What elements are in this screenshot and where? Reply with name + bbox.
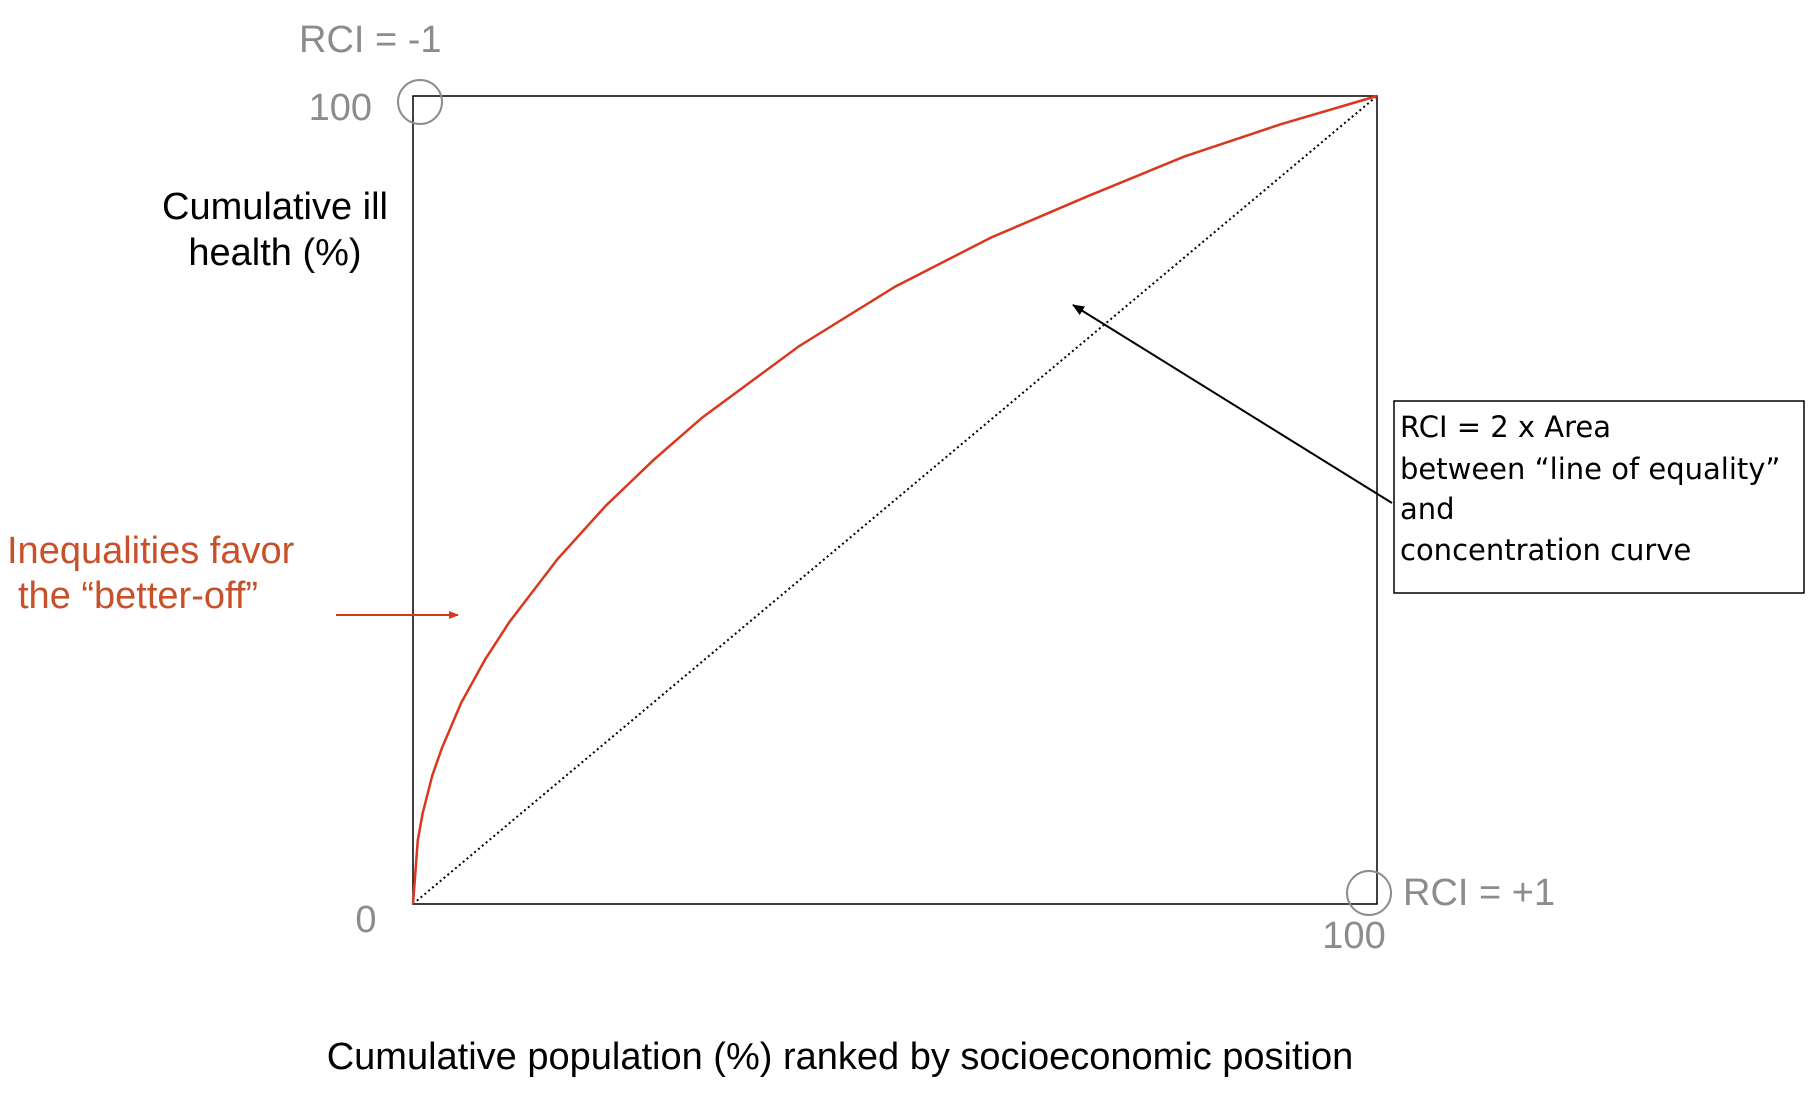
y-tick-max: 100 — [309, 87, 372, 129]
rci-plus-one-label: RCI = +1 — [1403, 872, 1555, 914]
plot-frame — [412, 95, 1378, 905]
y-axis-label-line2: health (%) — [188, 232, 361, 274]
concentration-curve — [411, 94, 1378, 905]
corner-circle-top-left — [397, 79, 443, 125]
x-axis-label: Cumulative population (%) ranked by soci… — [327, 1036, 1354, 1078]
origin-tick: 0 — [355, 899, 376, 941]
rci-box-line1: RCI = 2 x Area — [1400, 410, 1611, 444]
rci-minus-one-label: RCI = -1 — [299, 19, 442, 61]
y-axis-label-line1: Cumulative ill — [162, 186, 388, 228]
x-tick-max: 100 — [1322, 915, 1385, 957]
rci-explanation-box — [1393, 400, 1805, 594]
area-pointer-arrow — [1072, 304, 1393, 504]
rci-box-line3: and — [1400, 492, 1455, 526]
corner-circle-bottom-right — [1346, 870, 1392, 916]
inequality-annotation-line1: Inequalities favor — [7, 530, 295, 572]
inequality-annotation-line2: the “better-off” — [18, 575, 258, 617]
line-of-equality — [412, 95, 1378, 905]
rci-box-line4: concentration curve — [1400, 533, 1691, 567]
rci-box-line2: between “line of equality” — [1400, 452, 1780, 486]
